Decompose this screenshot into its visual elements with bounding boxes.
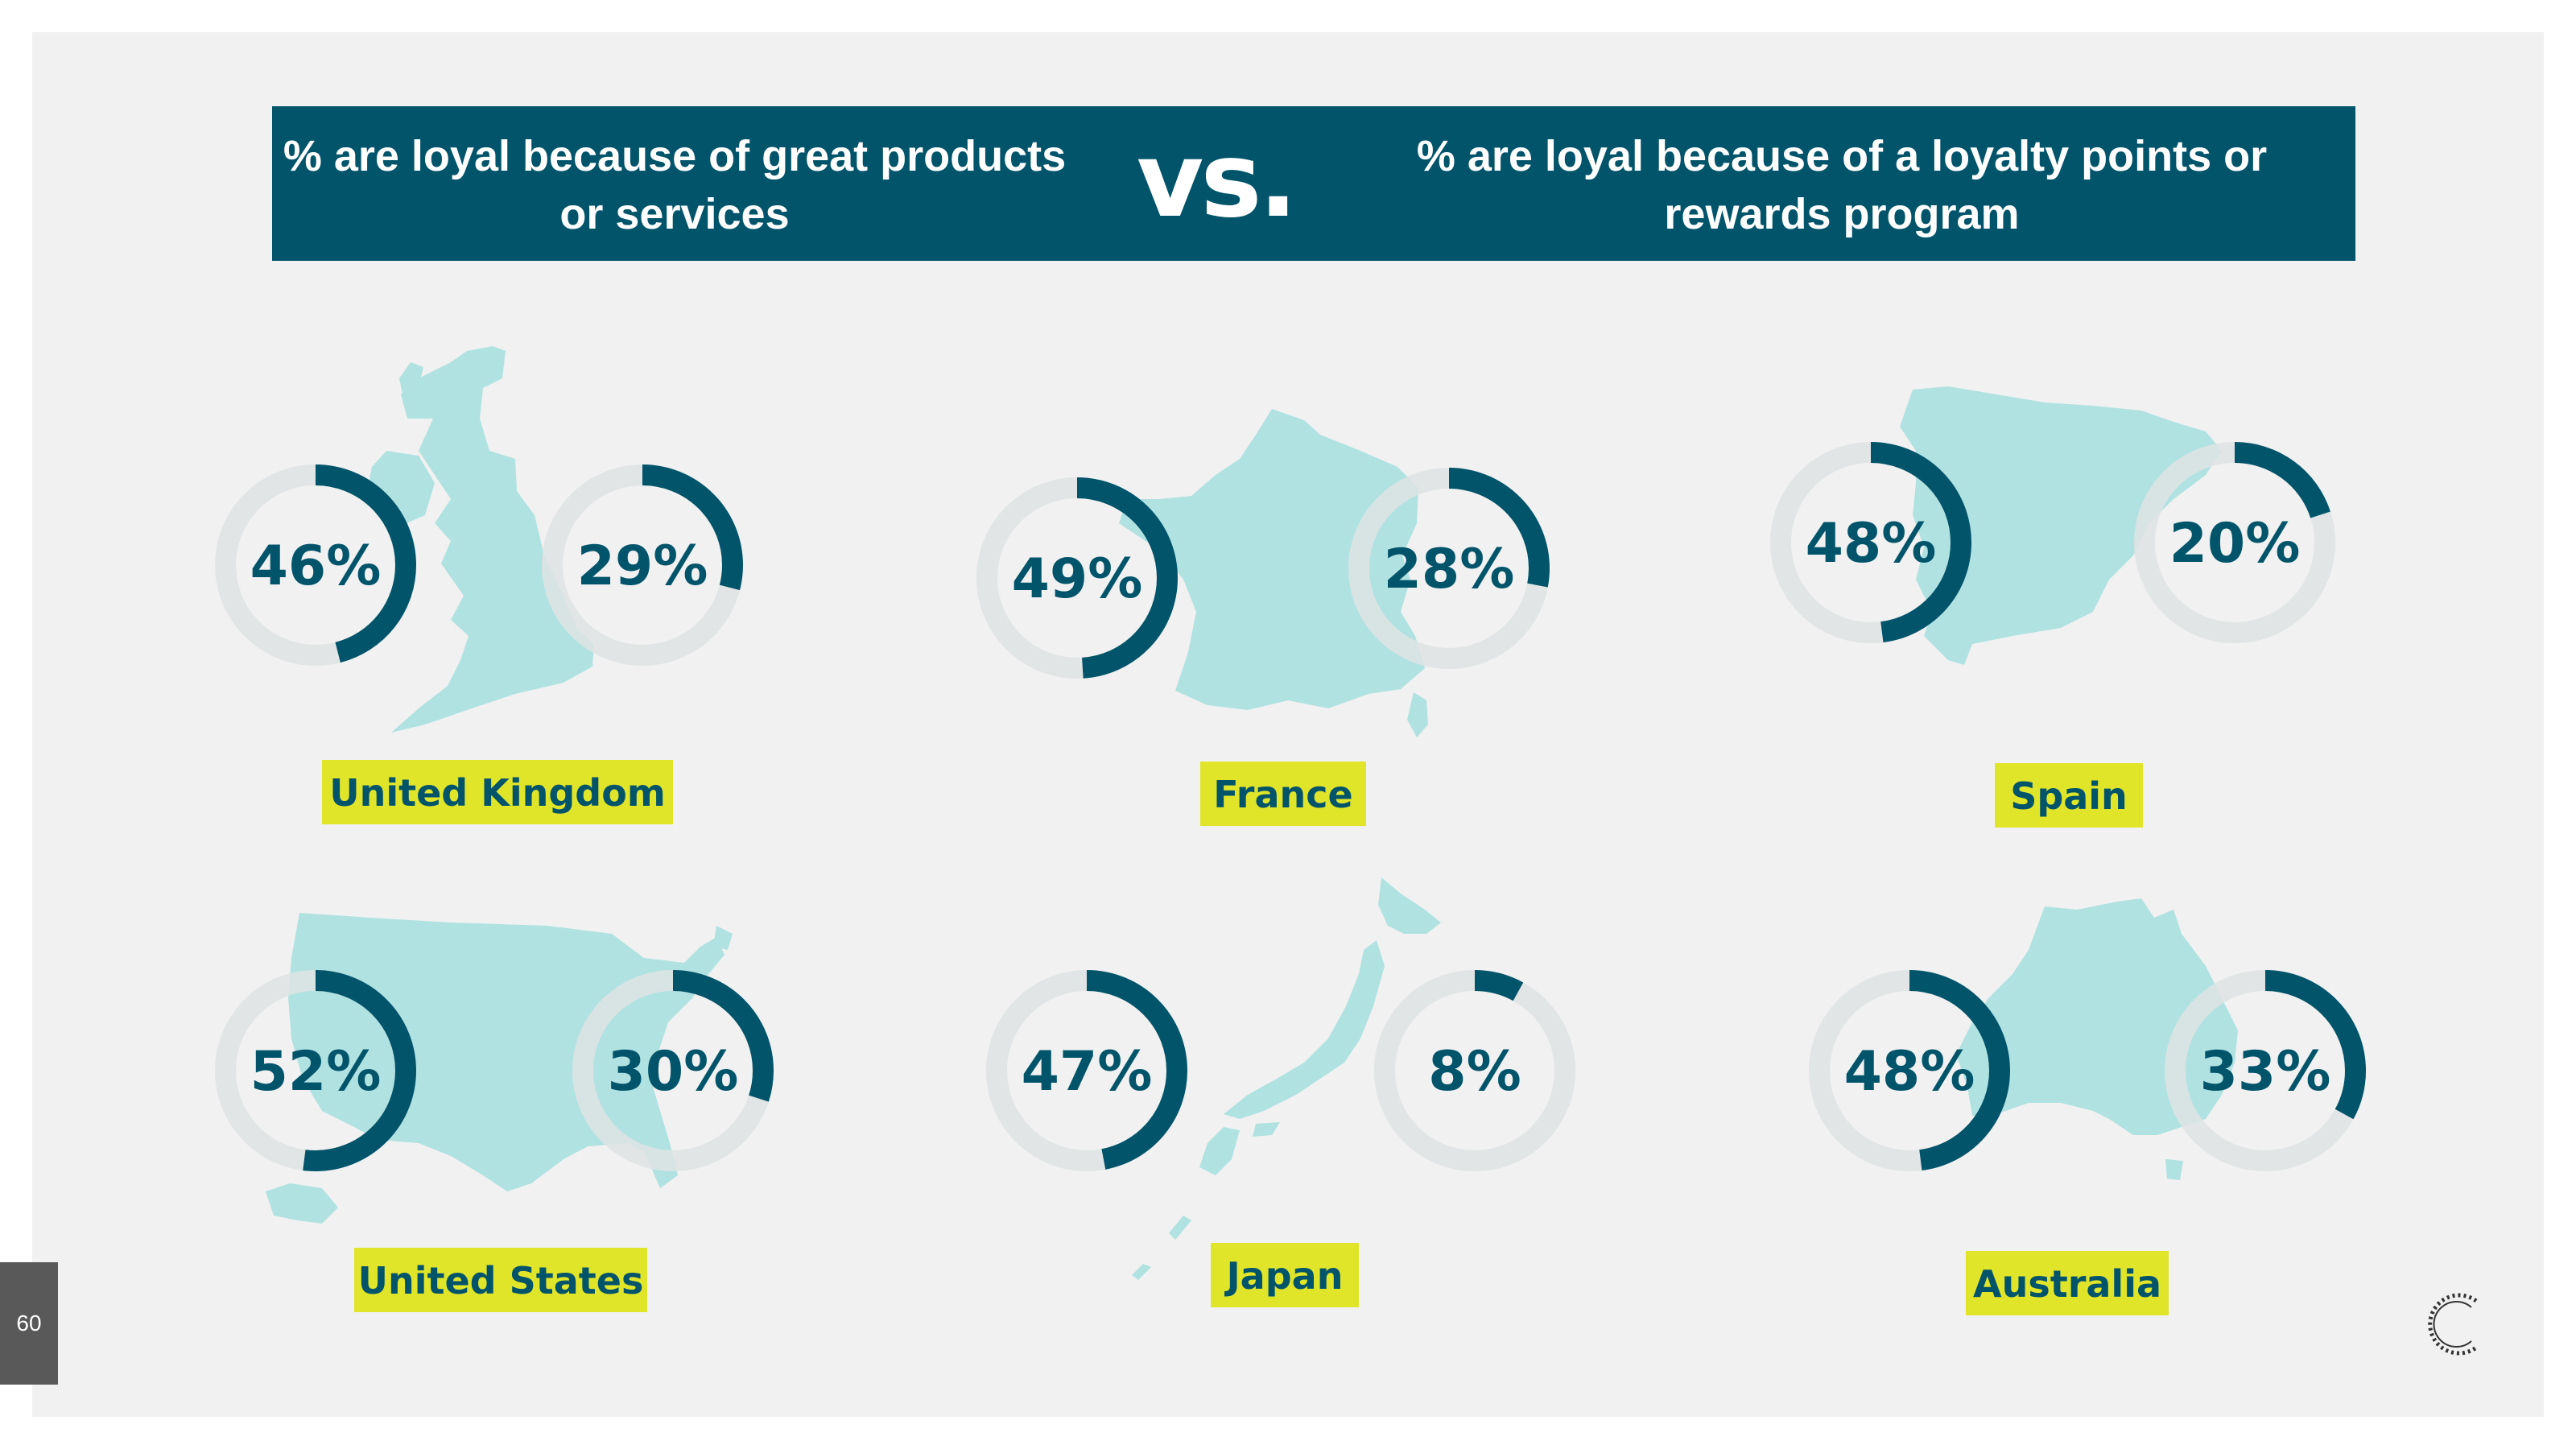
australia-rewards-ring-arc [2165,970,2366,1171]
country-label-japan: Japan [1211,1243,1359,1307]
brand-logo-icon [2428,1293,2478,1356]
japan-rewards-ring-arc [1374,970,1575,1171]
map-france [1119,409,1428,737]
country-label-bg [354,1248,647,1312]
map-spain [1900,386,2222,665]
country-label-bg [1200,762,1366,826]
united-states-products-value-label: 52% [250,1040,382,1104]
united-states-rewards-ring-arc [572,970,774,1171]
japan-products-value-label: 47% [1022,1040,1153,1104]
united-states-products-ring-arc [215,970,416,1171]
country-name: United States [358,1259,644,1302]
country-label-bg [322,760,673,824]
country-name: Japan [1224,1254,1344,1298]
united-kingdom-rewards-value-label: 29% [577,535,708,598]
france-rewards-ring-arc [1348,468,1550,669]
australia-rewards-value-label: 33% [2200,1040,2331,1104]
header-vs: vs. [1136,121,1298,241]
country-name: Australia [1973,1262,2161,1306]
united-kingdom-rewards-ring-arc [542,464,743,666]
japan-products-ring-arc [986,970,1187,1171]
country-label-bg [1966,1251,2169,1315]
country-label-united-states: United States [354,1248,647,1312]
united-states-rewards-value-label: 30% [608,1040,739,1104]
japan-rewards-value-label: 8% [1428,1040,1521,1104]
france-products-value-label: 49% [1012,547,1143,611]
header-right-text: % are loyal because of a loyalty points … [1416,132,2268,238]
australia-products-value-label: 48% [1844,1040,1975,1104]
header-left-text: % are loyal because of great products or… [283,132,1067,238]
country-name: United Kingdom [329,771,666,815]
australia-products-ring-arc [1809,970,2010,1171]
country-labels-layer: United Kingdom France Spain United States Ja… [322,760,2169,1315]
france-products-ring-arc [976,477,1178,679]
header-banner: % are loyal because of great products or… [272,106,2355,261]
united-kingdom-products-ring-arc [215,464,416,666]
united-kingdom-products-value-label: 46% [250,535,382,598]
france-rewards-value-label: 28% [1384,538,1515,601]
country-label-bg [1211,1243,1359,1307]
spain-products-value-label: 48% [1806,512,1937,576]
spain-rewards-value-label: 20% [2169,512,2301,576]
country-name: France [1213,773,1352,816]
country-name: Spain [2010,774,2128,818]
country-label-bg [1995,763,2143,828]
country-label-france: France [1200,762,1366,826]
country-label-australia: Australia [1966,1251,2169,1315]
map-japan [1132,877,1441,1280]
spain-rewards-ring-arc [2134,442,2335,643]
country-label-united-kingdom: United Kingdom [322,760,673,824]
spain-products-ring-arc [1770,442,1971,643]
country-label-spain: Spain [1995,763,2143,828]
country-maps [266,346,2238,1280]
rings-layer: 46% 29% 49% 28% 48% 20% 52% 30% 47% 8% 48% 33% [215,442,2366,1171]
page-number: 60 [0,1262,58,1385]
slide-background [32,32,2544,1417]
